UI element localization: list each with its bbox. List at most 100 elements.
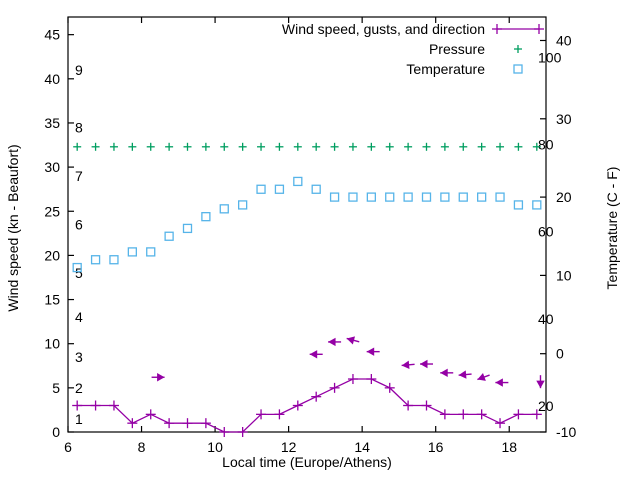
arrow-head (536, 380, 545, 389)
arrow-head (495, 378, 503, 387)
series-plus-line (72, 374, 542, 437)
arrow-head (458, 370, 467, 379)
beaufort-label: 6 (75, 217, 83, 233)
wind-direction-arrow (458, 370, 472, 379)
data-point-marker (532, 200, 542, 210)
legend-label: Pressure (429, 41, 485, 57)
data-point-marker (329, 192, 340, 202)
data-point-marker (311, 184, 321, 194)
wind-direction-arrow (151, 373, 165, 382)
arrow-head (420, 359, 428, 369)
fahrenheit-label: 60 (538, 224, 554, 240)
data-point-marker (421, 192, 432, 202)
y2-tick-label: 10 (556, 267, 572, 283)
beaufort-label: 9 (75, 62, 83, 78)
fahrenheit-label: 80 (538, 137, 554, 153)
x-tick-label: 18 (501, 439, 517, 455)
data-point-marker (164, 231, 174, 241)
beaufort-label: 3 (75, 349, 83, 365)
wind-direction-arrow (495, 378, 509, 387)
fahrenheit-label: 40 (538, 311, 554, 327)
data-point-marker (348, 192, 358, 202)
arrow-head (440, 368, 448, 378)
beaufort-label: 7 (75, 168, 83, 184)
wind-direction-arrow (346, 336, 360, 345)
data-point-marker (219, 204, 229, 214)
y-tick-label: 25 (44, 203, 60, 219)
wind-direction-arrows (151, 336, 545, 389)
arrow-head (309, 350, 318, 359)
arrow-head (477, 372, 486, 381)
y-tick-label: 15 (44, 292, 60, 308)
arrow-head (401, 360, 410, 369)
y-tick-label: 30 (44, 159, 60, 175)
series-plus (73, 142, 541, 151)
data-point-marker (495, 192, 505, 202)
series-square (72, 176, 542, 273)
y-tick-label: 5 (52, 380, 60, 396)
data-point-marker (385, 192, 395, 202)
data-point-marker (440, 192, 450, 202)
arrow-head (328, 337, 336, 347)
data-point-marker (72, 262, 82, 273)
fahrenheit-scale-labels: 20 40 60 80 100 (538, 50, 562, 414)
y-tick-label: 10 (44, 336, 60, 352)
data-point-marker (366, 192, 376, 202)
beaufort-label: 2 (75, 380, 83, 396)
data-point-marker (477, 192, 487, 202)
wind-direction-arrow (401, 360, 415, 369)
data-point-marker (238, 200, 248, 210)
y2-tick-label: 40 (556, 32, 572, 48)
wind-direction-arrow (536, 375, 545, 389)
x-tick-label: 8 (138, 439, 146, 455)
x-tick-label: 14 (354, 439, 370, 455)
x-tick-label: 12 (281, 439, 297, 455)
fahrenheit-label: 20 (538, 398, 554, 414)
y-axis-title: Wind speed (kn - Beaufort) (5, 144, 21, 311)
beaufort-label: 1 (75, 411, 83, 427)
arrow-head (157, 373, 165, 382)
arrow-head (366, 347, 375, 356)
arrow-head (346, 336, 356, 345)
data-series-layer (72, 142, 542, 437)
data-point-marker (256, 184, 266, 194)
x-axis-ticks: 6 8 10 12 14 16 18 (64, 17, 517, 455)
left-axis-ticks: 0 5 10 15 20 25 30 35 40 45 (44, 27, 74, 440)
y-tick-label: 35 (44, 115, 60, 131)
wind-direction-arrow (420, 359, 433, 369)
legend-label: Wind speed, gusts, and direction (282, 21, 485, 37)
y-tick-label: 0 (52, 424, 60, 440)
data-point-marker (274, 184, 285, 194)
data-point-marker (90, 255, 101, 265)
data-point-marker (513, 64, 523, 74)
y-tick-label: 40 (44, 71, 60, 87)
y2-tick-label: -10 (556, 424, 576, 440)
x-tick-label: 16 (428, 439, 444, 455)
y2-tick-label: 30 (556, 111, 572, 127)
y2-axis-title: Temperature (C - F) (604, 167, 620, 290)
x-axis-title: Local time (Europe/Athens) (222, 454, 392, 470)
data-point-marker (127, 247, 137, 257)
data-point-marker (403, 192, 413, 202)
wind-direction-arrow (366, 347, 380, 356)
y2-tick-label: 0 (556, 346, 564, 362)
data-point-marker (109, 255, 119, 265)
series-polyline (77, 378, 537, 433)
legend-label: Temperature (406, 61, 485, 77)
beaufort-scale-labels: 1 2 3 4 5 6 7 8 9 (75, 62, 83, 427)
wind-direction-arrow (440, 368, 454, 378)
data-point-marker (458, 192, 468, 202)
data-point-marker (513, 200, 524, 210)
fahrenheit-label: 100 (538, 50, 562, 66)
beaufort-label: 4 (75, 309, 83, 325)
beaufort-label: 5 (75, 265, 83, 281)
wind-direction-arrow (309, 350, 323, 359)
data-point-marker (146, 247, 156, 257)
axes-frame (67, 16, 547, 433)
data-point-marker (293, 176, 303, 187)
y-tick-label: 20 (44, 247, 60, 263)
plot-border (67, 16, 547, 433)
x-tick-label: 6 (64, 439, 72, 455)
